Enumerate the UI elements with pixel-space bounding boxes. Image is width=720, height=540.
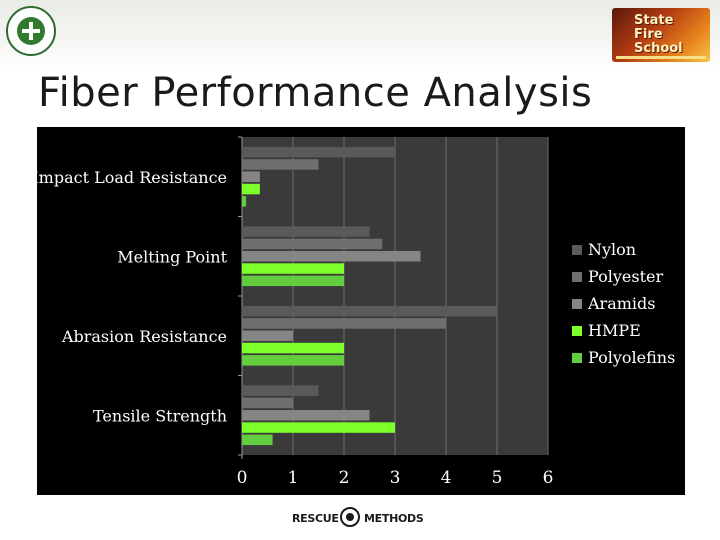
bar — [242, 159, 319, 170]
legend-swatch — [572, 245, 582, 255]
header-band — [0, 0, 720, 70]
footer-logo-left-text: RESCUE — [292, 512, 339, 525]
bar — [242, 434, 273, 446]
legend-label: Aramids — [587, 294, 655, 313]
legend-swatch — [572, 299, 582, 309]
bar — [242, 171, 260, 182]
organization-seal-logo — [6, 6, 56, 56]
bar — [242, 305, 497, 317]
bar — [242, 146, 395, 158]
legend-swatch — [572, 353, 582, 363]
category-label: Tensile Strength — [93, 406, 227, 425]
state-fire-school-logo: State Fire School — [612, 8, 710, 62]
bar — [242, 263, 344, 274]
category-label: Impact Load Resistance — [37, 168, 227, 187]
chart-panel: 0 1 2 3 4 5 6 Tensile Strength Abrasion Resistan… — [37, 127, 685, 495]
footer-logo-right-text: METHODS — [364, 512, 424, 525]
x-tick-label: 0 — [237, 468, 248, 488]
bar — [242, 385, 319, 396]
x-tick-label: 6 — [543, 468, 554, 488]
bar — [242, 410, 370, 421]
legend-swatch — [572, 326, 582, 336]
x-tick-label: 2 — [339, 468, 350, 488]
category-label: Abrasion Resistance — [61, 327, 227, 346]
bar — [242, 183, 260, 195]
bar — [242, 196, 247, 207]
bar — [242, 226, 370, 237]
legend-label: Polyester — [588, 267, 663, 286]
bar — [242, 355, 344, 366]
logo-text-line1: State — [634, 13, 674, 28]
logo-text-line2: Fire School — [634, 27, 683, 56]
slide-title: Fiber Performance Analysis — [38, 70, 593, 116]
bar — [242, 251, 421, 262]
x-tick-label: 1 — [288, 468, 299, 488]
bar — [242, 342, 344, 354]
legend-label: HMPE — [588, 321, 641, 340]
bar — [242, 318, 446, 329]
x-tick-label: 3 — [390, 468, 401, 488]
legend-label: Nylon — [588, 240, 636, 259]
x-tick-label: 4 — [441, 468, 452, 488]
rescue-methods-logo: RESCUE METHODS — [292, 506, 424, 532]
category-label: Melting Point — [117, 247, 227, 266]
legend-label: Polyolefins — [588, 348, 675, 367]
bar — [242, 397, 293, 409]
bar — [242, 330, 293, 341]
bar — [242, 238, 383, 250]
bar — [242, 422, 395, 433]
legend-swatch — [572, 272, 582, 282]
bar-chart: 0 1 2 3 4 5 6 Tensile Strength Abrasion Resistan… — [37, 136, 675, 488]
x-tick-label: 5 — [492, 468, 503, 488]
cross-icon — [17, 17, 45, 45]
bar — [242, 275, 344, 287]
compass-icon — [340, 507, 360, 527]
